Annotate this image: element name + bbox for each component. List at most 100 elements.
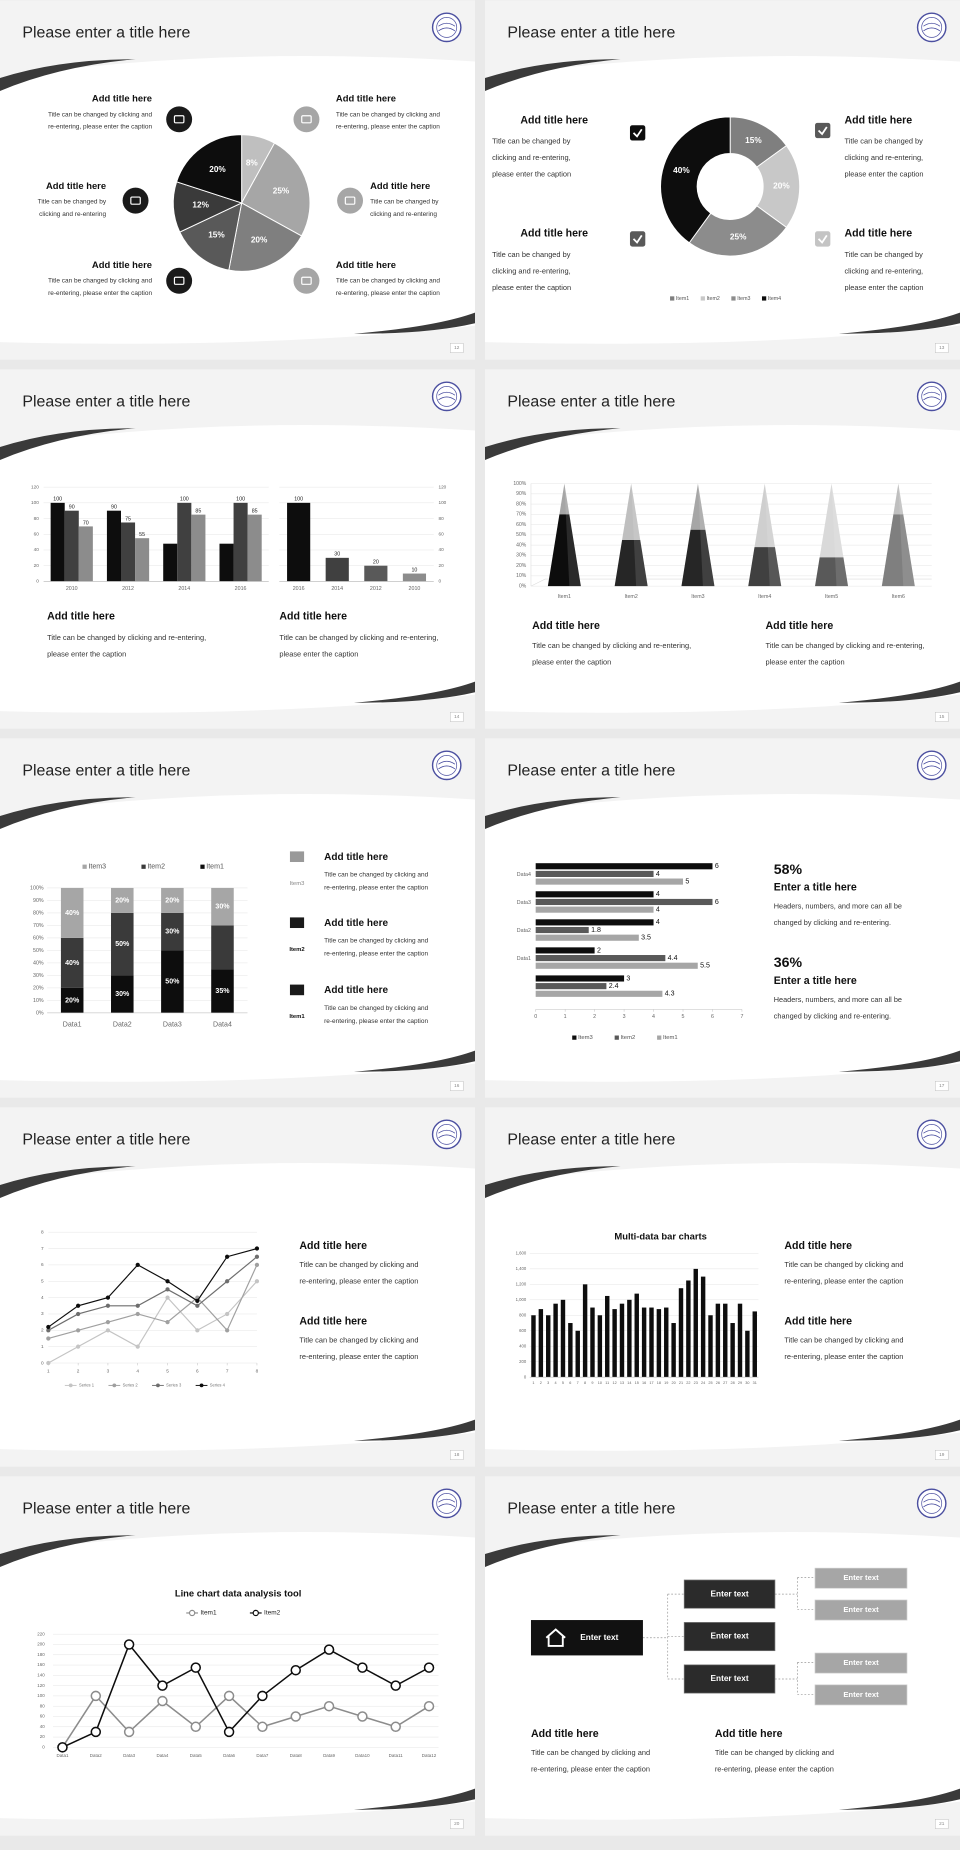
icon-glyph	[301, 276, 312, 285]
legend-swatch	[731, 296, 736, 301]
block-caption: Title can be changed by clicking and	[324, 1005, 428, 1012]
x-tick-label: Data5	[190, 1753, 202, 1758]
line	[48, 1280, 258, 1364]
y-tick-label: 100	[37, 1693, 45, 1698]
marker	[225, 1311, 230, 1317]
bar	[219, 543, 234, 582]
bar	[686, 1280, 691, 1378]
y-tick-label: 50%	[516, 532, 527, 538]
bar	[535, 898, 713, 906]
marker	[157, 1680, 168, 1691]
y-tick-label: 1	[41, 1344, 44, 1349]
x-tick-label: 2	[77, 1369, 80, 1374]
x-tick-label: 2010	[66, 586, 78, 592]
x-tick-label: Data2	[113, 1022, 132, 1029]
block-title: Add title here	[766, 620, 834, 632]
cone	[748, 547, 782, 587]
y-tick-label: 90%	[33, 898, 44, 904]
bar	[535, 983, 607, 990]
x-tick-label: Item6	[892, 594, 905, 600]
marker	[254, 1246, 260, 1251]
block-caption: Title can be changed by	[370, 199, 439, 206]
y-tick-label: 5	[41, 1279, 44, 1284]
bar	[745, 1330, 750, 1378]
x-tick-label: 4	[555, 1381, 557, 1385]
logo	[921, 754, 943, 776]
bar	[50, 502, 65, 582]
bar	[715, 1303, 721, 1378]
y-tick-label: 2	[41, 1328, 44, 1333]
bar	[752, 1311, 757, 1378]
bar	[627, 1299, 632, 1378]
x-tick-label: 4	[652, 1014, 655, 1020]
block-caption: re-entering, please enter the caption	[48, 290, 152, 297]
branch-node	[683, 1664, 776, 1694]
y-tick-label: 10%	[33, 998, 44, 1004]
node-label: Enter text	[711, 1674, 749, 1683]
data-label: 30%	[215, 904, 230, 911]
block-caption: Title can be changed by clicking and re-…	[47, 633, 206, 642]
page-number: 17	[939, 1083, 945, 1088]
marker	[123, 1726, 135, 1738]
y-tick-label: 60	[438, 532, 444, 537]
block-caption: Title can be changed by	[844, 250, 923, 259]
y-tick-label: 60%	[516, 522, 527, 528]
page-number: 16	[454, 1083, 460, 1088]
x-tick-label: Data4	[156, 1753, 168, 1758]
icon	[289, 984, 305, 996]
data-label: 90	[111, 505, 117, 511]
bar	[120, 522, 136, 582]
slide-title: Please enter a title here	[22, 393, 190, 410]
x-tick-label: 2014	[331, 586, 343, 592]
x-tick-label: 5	[682, 1014, 685, 1020]
block-caption: Title can be changed by clicking and	[531, 1748, 650, 1757]
x-tick-label: 6	[196, 1369, 199, 1374]
checkmark	[817, 126, 828, 136]
marker	[105, 1295, 111, 1300]
y-tick-label: 160	[37, 1662, 45, 1667]
node-label: Enter text	[843, 1573, 879, 1582]
block-caption: Title can be changed by clicking and	[336, 111, 440, 118]
icon	[289, 917, 305, 929]
logo	[438, 391, 456, 401]
y-tick-label: 0%	[36, 1010, 44, 1016]
bar	[568, 1323, 573, 1378]
x-tick-label: 7	[226, 1369, 229, 1374]
bar	[605, 1295, 610, 1378]
x-tick-label: 1	[532, 1381, 534, 1385]
marker	[105, 1320, 111, 1325]
bar	[535, 878, 684, 885]
bar	[161, 912, 184, 951]
bar	[634, 1293, 639, 1378]
bar	[535, 990, 663, 997]
data-label: 10	[411, 567, 417, 573]
y-tick-label: 100	[31, 500, 39, 505]
slice-label: 12%	[192, 201, 209, 210]
y-tick-label: 20	[40, 1734, 45, 1739]
bar	[211, 925, 234, 970]
legend-label: Item1	[663, 1035, 678, 1041]
y-tick-label: 80%	[516, 501, 527, 507]
cone-shade	[898, 483, 915, 587]
logo	[438, 1129, 456, 1139]
block-title: Add title here	[92, 259, 152, 270]
stat-title: Enter a title here	[774, 882, 857, 894]
block-caption: please enter the caption	[844, 170, 923, 179]
legend-label: Item2	[707, 296, 720, 302]
logo	[923, 1498, 941, 1508]
marker	[290, 1711, 301, 1722]
branch-node	[683, 1622, 776, 1652]
block-caption: clicking and re-entering,	[844, 266, 923, 275]
x-tick-label: 4	[136, 1369, 139, 1374]
cone-shade	[631, 483, 648, 587]
marker	[257, 1721, 268, 1733]
page-number: 21	[939, 1821, 945, 1826]
y-tick-label: 60	[34, 532, 40, 537]
y-tick-label: 80	[40, 1703, 45, 1708]
legend-label: Item3	[737, 296, 750, 302]
bar	[612, 1309, 617, 1378]
node-label: Enter text	[843, 1605, 879, 1614]
icon	[289, 851, 305, 863]
bar	[111, 975, 134, 1013]
y-tick-label: 220	[37, 1631, 45, 1636]
